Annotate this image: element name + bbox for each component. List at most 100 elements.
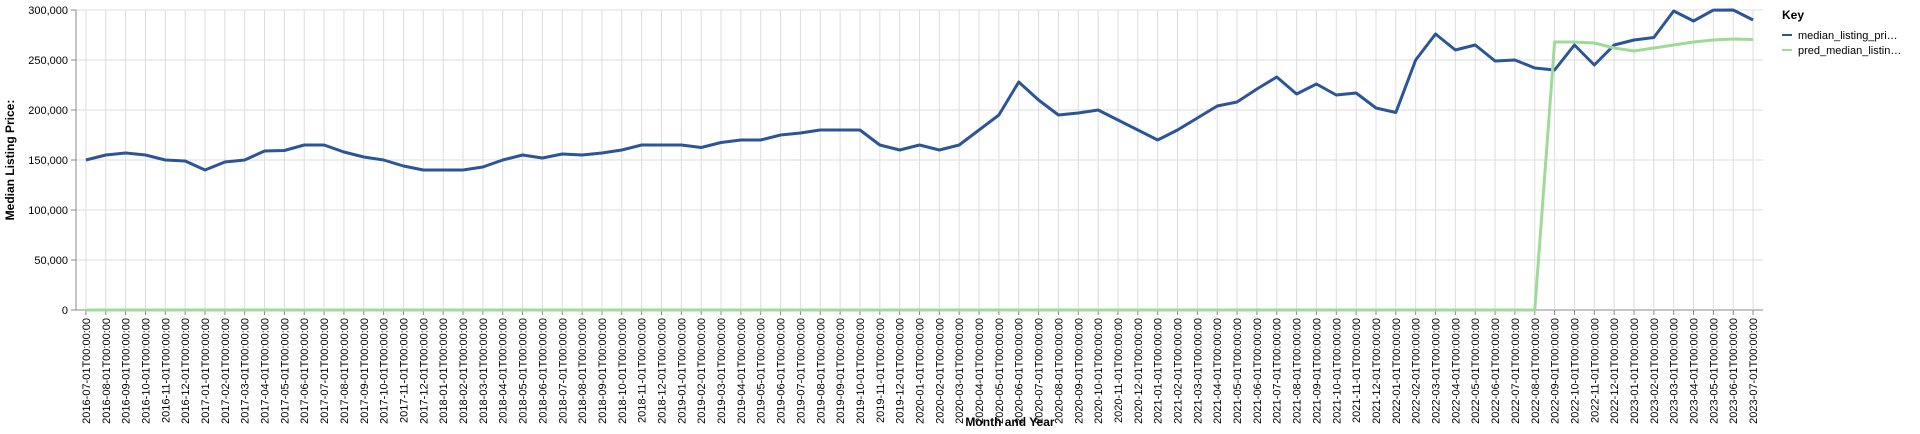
x-tick-label: 2019-02-01T00:00:00	[696, 318, 708, 424]
x-tick-label: 2017-09-01T00:00:00	[359, 318, 371, 424]
x-tick-label: 2021-05-01T00:00:00	[1232, 318, 1244, 424]
legend-label: median_listing_pri…	[1798, 30, 1898, 42]
x-tick-label: 2021-09-01T00:00:00	[1311, 318, 1323, 424]
legend-title: Key	[1782, 8, 1804, 22]
x-tick-label: 2017-11-01T00:00:00	[398, 318, 410, 423]
x-tick-label: 2020-11-01T00:00:00	[1113, 318, 1125, 423]
x-tick-label: 2022-08-01T00:00:00	[1530, 318, 1542, 424]
x-tick-label: 2020-04-01T00:00:00	[974, 318, 986, 424]
series-line	[85, 8, 1754, 172]
x-tick-label: 2018-11-01T00:00:00	[637, 318, 649, 423]
legend-label: pred_median_listin…	[1798, 45, 1901, 57]
x-tick-label: 2023-07-01T00:00:00	[1748, 318, 1760, 424]
y-tick-label: 100,000	[28, 205, 68, 217]
x-tick-label: 2016-08-01T00:00:00	[101, 318, 113, 424]
y-tick-label: 250,000	[28, 55, 68, 67]
x-tick-label: 2019-08-01T00:00:00	[815, 318, 827, 424]
x-tick-label: 2016-07-01T00:00:00	[81, 318, 93, 424]
x-tick-label: 2019-10-01T00:00:00	[855, 318, 867, 424]
x-tick-label: 2017-12-01T00:00:00	[418, 318, 430, 424]
x-tick-label: 2022-12-01T00:00:00	[1609, 318, 1621, 424]
x-tick-label: 2019-04-01T00:00:00	[736, 318, 748, 424]
x-tick-label: 2020-09-01T00:00:00	[1073, 318, 1085, 424]
x-tick-label: 2017-08-01T00:00:00	[339, 318, 351, 424]
y-axis-title: Median Listing Price:	[3, 100, 17, 221]
x-tick-label: 2020-05-01T00:00:00	[994, 318, 1006, 424]
x-tick-label: 2019-09-01T00:00:00	[835, 318, 847, 424]
x-tick-label: 2021-11-01T00:00:00	[1351, 318, 1363, 423]
x-tick-label: 2021-07-01T00:00:00	[1272, 318, 1284, 424]
y-tick-label: 50,000	[34, 255, 68, 267]
x-tick-label: 2021-06-01T00:00:00	[1252, 318, 1264, 424]
x-tick-label: 2022-11-01T00:00:00	[1589, 318, 1601, 423]
x-tick-label: 2023-01-01T00:00:00	[1629, 318, 1641, 424]
x-tick-label: 2018-10-01T00:00:00	[617, 318, 629, 424]
x-tick-label: 2021-08-01T00:00:00	[1292, 318, 1304, 424]
x-tick-label: 2018-09-01T00:00:00	[597, 318, 609, 424]
y-tick-label: 0	[62, 305, 68, 317]
x-tick-label: 2017-06-01T00:00:00	[299, 318, 311, 424]
x-tick-label: 2020-08-01T00:00:00	[1053, 318, 1065, 424]
x-tick-label: 2019-01-01T00:00:00	[676, 318, 688, 424]
series-line	[85, 37, 1754, 312]
x-tick-label: 2022-09-01T00:00:00	[1550, 318, 1562, 424]
x-tick-label: 2020-01-01T00:00:00	[915, 318, 927, 424]
x-tick-label: 2019-06-01T00:00:00	[776, 318, 788, 424]
x-tick-label: 2021-02-01T00:00:00	[1173, 318, 1185, 424]
x-tick-label: 2023-04-01T00:00:00	[1689, 318, 1701, 424]
x-tick-label: 2017-02-01T00:00:00	[220, 318, 232, 424]
x-tick-label: 2018-02-01T00:00:00	[458, 318, 470, 424]
x-tick-label: 2020-10-01T00:00:00	[1093, 318, 1105, 424]
x-tick-label: 2020-12-01T00:00:00	[1133, 318, 1145, 424]
x-tick-label: 2021-10-01T00:00:00	[1331, 318, 1343, 424]
x-tick-label: 2019-03-01T00:00:00	[716, 318, 728, 424]
x-tick-label: 2020-03-01T00:00:00	[954, 318, 966, 424]
x-tick-label: 2018-12-01T00:00:00	[656, 318, 668, 424]
x-tick-label: 2018-06-01T00:00:00	[537, 318, 549, 424]
x-tick-label: 2017-10-01T00:00:00	[379, 318, 391, 424]
x-tick-label: 2018-08-01T00:00:00	[577, 318, 589, 424]
x-tick-label: 2023-02-01T00:00:00	[1649, 318, 1661, 424]
y-tick-label: 300,000	[28, 5, 68, 17]
x-tick-label: 2022-02-01T00:00:00	[1411, 318, 1423, 424]
x-tick-label: 2019-05-01T00:00:00	[756, 318, 768, 424]
x-tick-label: 2017-03-01T00:00:00	[240, 318, 252, 424]
x-tick-label: 2017-05-01T00:00:00	[279, 318, 291, 424]
x-tick-label: 2019-07-01T00:00:00	[795, 318, 807, 424]
x-tick-label: 2018-07-01T00:00:00	[557, 318, 569, 424]
x-tick-label: 2016-10-01T00:00:00	[140, 318, 152, 424]
x-tick-label: 2017-01-01T00:00:00	[200, 318, 212, 424]
x-tick-label: 2023-03-01T00:00:00	[1669, 318, 1681, 424]
x-tick-label: 2016-09-01T00:00:00	[121, 318, 133, 424]
x-tick-label: 2018-03-01T00:00:00	[478, 318, 490, 424]
x-tick-label: 2021-01-01T00:00:00	[1153, 318, 1165, 424]
x-tick-label: 2022-10-01T00:00:00	[1569, 318, 1581, 424]
y-tick-label: 200,000	[28, 105, 68, 117]
x-tick-label: 2020-02-01T00:00:00	[934, 318, 946, 424]
x-tick-label: 2022-01-01T00:00:00	[1391, 318, 1403, 424]
x-tick-label: 2018-04-01T00:00:00	[498, 318, 510, 424]
x-tick-label: 2021-03-01T00:00:00	[1192, 318, 1204, 424]
x-tick-label: 2022-03-01T00:00:00	[1431, 318, 1443, 424]
x-tick-label: 2019-11-01T00:00:00	[875, 318, 887, 423]
x-tick-label: 2021-04-01T00:00:00	[1212, 318, 1224, 424]
x-tick-label: 2022-04-01T00:00:00	[1450, 318, 1462, 424]
x-tick-label: 2020-07-01T00:00:00	[1034, 318, 1046, 424]
x-axis-title: Month and Year	[965, 415, 1054, 429]
x-tick-label: 2019-12-01T00:00:00	[895, 318, 907, 424]
x-tick-label: 2022-06-01T00:00:00	[1490, 318, 1502, 424]
y-tick-label: 150,000	[28, 155, 68, 167]
x-tick-label: 2018-05-01T00:00:00	[518, 318, 530, 424]
x-tick-label: 2017-04-01T00:00:00	[260, 318, 272, 424]
x-tick-label: 2020-06-01T00:00:00	[1014, 318, 1026, 424]
x-tick-label: 2022-05-01T00:00:00	[1470, 318, 1482, 424]
x-tick-label: 2017-07-01T00:00:00	[319, 318, 331, 424]
x-tick-label: 2018-01-01T00:00:00	[438, 318, 450, 424]
x-tick-label: 2022-07-01T00:00:00	[1510, 318, 1522, 424]
x-tick-label: 2016-12-01T00:00:00	[180, 318, 192, 424]
x-tick-label: 2023-05-01T00:00:00	[1708, 318, 1720, 424]
x-tick-label: 2023-06-01T00:00:00	[1728, 318, 1740, 424]
x-tick-label: 2016-11-01T00:00:00	[160, 318, 172, 423]
x-tick-label: 2021-12-01T00:00:00	[1371, 318, 1383, 424]
